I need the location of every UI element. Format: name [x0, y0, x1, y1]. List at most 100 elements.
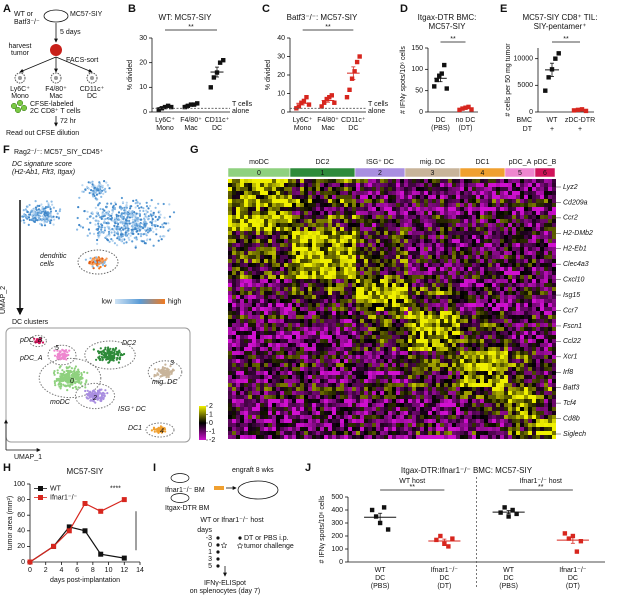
heatmap-cell: [308, 259, 312, 263]
x-tick-label: 2: [44, 567, 48, 574]
x-tick-label: (PBS): [371, 583, 390, 590]
heatmap-cell: [284, 215, 288, 219]
heatmap-cell: [392, 243, 396, 247]
heatmap-cell: [476, 259, 480, 263]
heatmap-cell: [352, 271, 356, 275]
heatmap-cell: [552, 267, 556, 271]
umap-point: [76, 228, 79, 231]
heatmap-cell: [288, 243, 292, 247]
heatmap-cell: [408, 183, 412, 187]
heatmap-cell: [284, 307, 288, 311]
cluster-point: [108, 353, 111, 356]
heatmap-cell: [444, 235, 448, 239]
group-label: WT host: [399, 478, 425, 485]
y-tick-label: 20: [277, 72, 285, 79]
heatmap-cell: [392, 231, 396, 235]
heatmap-cell: [444, 259, 448, 263]
cluster-point: [163, 366, 166, 370]
heatmap-cell: [244, 187, 248, 191]
heatmap-cell: [392, 199, 396, 203]
heatmap-cell: [480, 199, 484, 203]
heatmap-cell: [372, 271, 376, 275]
heatmap-cell: [416, 247, 420, 251]
heatmap-cell: [288, 207, 292, 211]
heatmap-cell: [292, 219, 296, 223]
heatmap-cell: [332, 183, 336, 187]
cluster-point: [71, 383, 74, 386]
heatmap-cell: [316, 311, 320, 315]
heatmap-cell: [312, 299, 316, 303]
heatmap-cell: [284, 283, 288, 287]
heatmap-cell: [444, 211, 448, 215]
heatmap-cell: [520, 179, 524, 183]
heatmap-cell: [468, 207, 472, 211]
heatmap-cell: [292, 307, 296, 311]
row-label: DT: [523, 126, 533, 133]
heatmap-cell: [388, 271, 392, 275]
umap-point: [34, 212, 38, 215]
heatmap-cell: [536, 295, 540, 299]
heatmap-cell: [332, 179, 336, 183]
heatmap-cell: [332, 279, 336, 283]
heatmap-cell: [488, 227, 492, 231]
heatmap-cell: [272, 295, 276, 299]
heatmap-cell: [412, 287, 416, 291]
heatmap-cell: [536, 211, 540, 215]
heatmap-cell: [452, 287, 456, 291]
heatmap-cell: [280, 295, 284, 299]
heatmap-cell: [488, 279, 492, 283]
heatmap-cell: [512, 207, 516, 211]
umap-point: [125, 219, 128, 222]
umap-point: [149, 227, 152, 230]
heatmap-cell: [260, 211, 264, 215]
x-tick-label: 10: [105, 567, 113, 574]
heatmap-cell: [412, 183, 416, 187]
heatmap-cell: [344, 287, 348, 291]
heatmap-cell: [540, 311, 544, 315]
heatmap-cell: [444, 263, 448, 267]
heatmap-cell: [468, 287, 472, 291]
heatmap-cell: [444, 255, 448, 259]
heatmap-cell: [372, 283, 376, 287]
heatmap-cell: [308, 275, 312, 279]
heatmap-cell: [256, 207, 260, 211]
heatmap-cell: [464, 295, 468, 299]
umap-point: [27, 223, 30, 226]
heatmap-cell: [436, 295, 440, 299]
heatmap-cell: [468, 215, 472, 219]
heatmap-cell: [228, 259, 232, 263]
umap-point: [23, 221, 26, 224]
cluster-point: [94, 401, 97, 404]
heatmap-cell: [380, 275, 384, 279]
heatmap-cell: [292, 311, 296, 315]
heatmap-cell: [288, 191, 292, 195]
heatmap-cell: [460, 247, 464, 251]
heatmap-cell: [444, 215, 448, 219]
heatmap-cell: [408, 179, 412, 183]
heatmap-cell: [504, 255, 508, 259]
heatmap-cell: [504, 315, 508, 319]
heatmap-cell: [504, 307, 508, 311]
panel-letter: G: [190, 144, 199, 156]
cluster-id: 6: [543, 170, 547, 177]
heatmap-cell: [448, 295, 452, 299]
heatmap-cell: [548, 283, 552, 287]
heatmap-cell: [400, 239, 404, 243]
heatmap-cell: [264, 271, 268, 275]
y-tick-label: 0: [21, 559, 25, 566]
heatmap-cell: [468, 199, 472, 203]
heatmap-cell: [236, 255, 240, 259]
heatmap-cell: [248, 291, 252, 295]
umap-point: [136, 201, 139, 204]
heatmap-cell: [404, 267, 408, 271]
heatmap-cell: [324, 231, 328, 235]
umap-point: [155, 233, 158, 236]
heatmap-cell: [376, 211, 380, 215]
heatmap-cell: [280, 303, 284, 307]
umap-point: [131, 228, 134, 231]
heatmap-cell: [544, 251, 548, 255]
sig-label: **: [563, 36, 569, 43]
heatmap-cell: [468, 271, 472, 275]
heatmap-cell: [240, 323, 244, 327]
heatmap-cell: [500, 251, 504, 255]
